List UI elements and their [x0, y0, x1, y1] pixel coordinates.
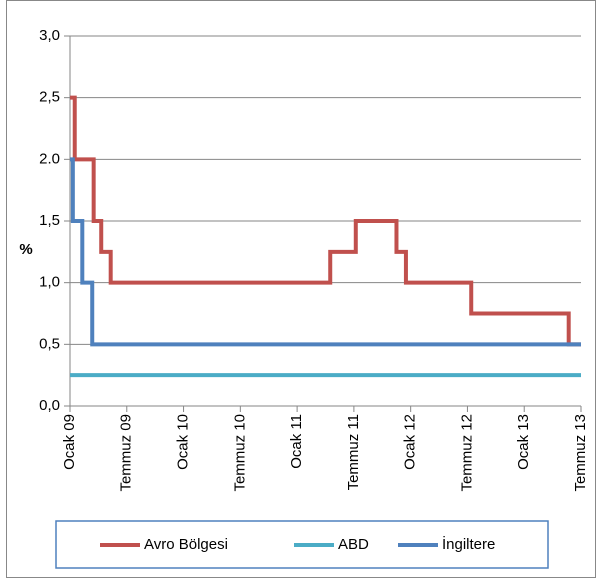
chart-frame: [6, 0, 596, 578]
y-axis-label: %: [19, 241, 32, 258]
y-tick-label: 2.0: [39, 150, 60, 167]
x-tick-label: Ocak 11: [288, 414, 305, 469]
legend-label: Avro Bölgesi: [144, 536, 228, 553]
series-line: [70, 157, 581, 347]
x-tick-label: Ocak 10: [175, 414, 192, 470]
x-tick-label: Temmuz 10: [231, 414, 248, 492]
legend-label: ABD: [338, 536, 369, 553]
x-tick-label: Ocak 09: [61, 414, 78, 470]
legend-label: İngiltere: [442, 535, 495, 553]
series-line: [70, 95, 581, 347]
y-tick-label: 0,0: [39, 397, 60, 414]
x-tick-label: Ocak 13: [515, 414, 532, 470]
x-tick-label: Temmuz 09: [118, 414, 135, 492]
x-tick-label: Ocak 12: [402, 414, 419, 470]
x-tick-label: Temmuz 12: [458, 414, 475, 492]
y-tick-label: 0,5: [39, 335, 60, 352]
y-tick-label: 2,5: [39, 89, 60, 106]
y-tick-label: 1,5: [39, 212, 60, 229]
y-tick-label: 3,0: [39, 27, 60, 44]
x-tick-label: Temmuz 11: [345, 414, 362, 490]
y-tick-label: 1,0: [39, 274, 60, 291]
x-tick-label: Temmuz 13: [572, 414, 589, 492]
